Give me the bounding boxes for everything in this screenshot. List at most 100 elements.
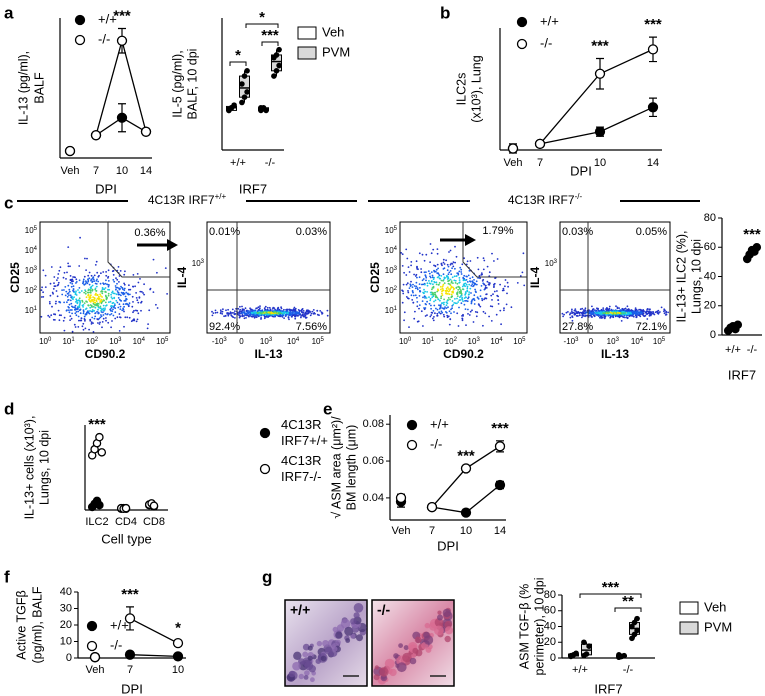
event-dot bbox=[648, 314, 651, 317]
event-dot bbox=[468, 293, 470, 295]
gate-percent: 27.8% bbox=[562, 321, 593, 333]
event-dot bbox=[132, 311, 134, 314]
event-dot bbox=[123, 325, 125, 328]
event-dot bbox=[429, 275, 431, 278]
data-point bbox=[494, 441, 506, 452]
event-dot bbox=[416, 296, 418, 299]
data-point bbox=[95, 432, 104, 442]
event-dot bbox=[447, 306, 449, 309]
event-dot bbox=[474, 311, 477, 313]
event-dot bbox=[102, 314, 105, 316]
event-dot bbox=[469, 287, 472, 290]
event-dot bbox=[465, 324, 467, 326]
event-dot bbox=[411, 290, 414, 292]
event-dot bbox=[414, 310, 416, 313]
series-line bbox=[129, 617, 179, 644]
event-dot bbox=[410, 294, 413, 297]
event-dot bbox=[91, 284, 94, 287]
event-dot bbox=[407, 297, 409, 300]
event-dot bbox=[90, 323, 93, 325]
event-dot bbox=[96, 304, 99, 307]
legend-swatch bbox=[297, 26, 317, 40]
event-dot bbox=[643, 315, 646, 318]
data-point bbox=[647, 102, 659, 113]
event-dot bbox=[445, 304, 448, 307]
event-dot bbox=[477, 298, 480, 300]
event-dot bbox=[111, 302, 114, 305]
event-dot bbox=[72, 280, 74, 282]
event-dot bbox=[82, 322, 85, 325]
histology-cell bbox=[302, 651, 309, 658]
event-dot bbox=[285, 313, 288, 316]
event-dot bbox=[127, 288, 130, 291]
event-dot bbox=[91, 281, 94, 283]
histology-cell bbox=[374, 665, 379, 670]
event-dot bbox=[463, 257, 465, 260]
event-dot bbox=[446, 269, 449, 272]
event-dot bbox=[227, 308, 230, 311]
legend-swatch bbox=[679, 601, 699, 615]
event-dot bbox=[68, 288, 71, 291]
event-dot bbox=[289, 314, 291, 317]
significance: *** bbox=[261, 27, 279, 44]
event-dot bbox=[77, 326, 80, 328]
y-tick-label: 40 bbox=[544, 620, 556, 632]
event-dot bbox=[164, 267, 167, 269]
event-dot bbox=[81, 301, 84, 303]
event-dot bbox=[436, 314, 439, 317]
event-dot bbox=[74, 326, 77, 328]
legend-box: 4C13R IRF7+/+ bbox=[281, 417, 328, 448]
event-dot bbox=[85, 281, 88, 284]
arrow-head bbox=[167, 239, 178, 251]
event-dot bbox=[84, 320, 86, 322]
event-dot bbox=[68, 290, 71, 293]
flow-tick-label: 104 bbox=[385, 245, 398, 255]
event-dot bbox=[61, 289, 63, 291]
event-dot bbox=[448, 310, 451, 313]
x-tick-label: 14 bbox=[647, 157, 659, 169]
event-dot bbox=[321, 313, 323, 315]
flow-x-label: CD90.2 bbox=[85, 347, 126, 361]
event-dot bbox=[117, 266, 120, 268]
event-dot bbox=[523, 284, 526, 287]
event-dot bbox=[100, 315, 103, 318]
event-dot bbox=[436, 308, 439, 311]
event-dot bbox=[254, 313, 257, 315]
event-dot bbox=[581, 307, 584, 310]
data-point bbox=[95, 500, 104, 510]
event-dot bbox=[82, 312, 85, 315]
flow-tick-label: 104 bbox=[631, 337, 644, 347]
event-dot bbox=[664, 314, 667, 316]
event-dot bbox=[114, 285, 117, 287]
data-point bbox=[460, 463, 472, 474]
x-tick-label: Veh bbox=[392, 525, 411, 537]
event-dot bbox=[410, 264, 412, 267]
event-dot bbox=[75, 290, 77, 293]
tick-base: 10 bbox=[490, 337, 499, 346]
event-dot bbox=[581, 314, 584, 317]
event-dot bbox=[582, 309, 585, 311]
event-dot bbox=[448, 293, 451, 296]
event-dot bbox=[278, 308, 281, 311]
event-dot bbox=[112, 292, 115, 295]
event-dot bbox=[665, 311, 667, 314]
event-dot bbox=[41, 286, 43, 289]
event-dot bbox=[441, 294, 444, 296]
event-dot bbox=[418, 252, 421, 255]
event-dot bbox=[99, 321, 101, 324]
event-dot bbox=[439, 299, 441, 302]
event-dot bbox=[99, 316, 102, 319]
event-dot bbox=[92, 322, 94, 324]
flow-tick-label: 104 bbox=[25, 245, 38, 255]
data-point bbox=[733, 320, 743, 330]
event-dot bbox=[419, 287, 421, 289]
x-tick-label: 14 bbox=[494, 525, 506, 537]
event-dot bbox=[448, 290, 451, 292]
event-dot bbox=[137, 312, 140, 315]
y-axis-label: Lungs, 10 dpi bbox=[689, 239, 703, 314]
y-tick-label: 40 bbox=[60, 586, 72, 598]
event-dot bbox=[102, 307, 105, 310]
event-dot bbox=[82, 310, 85, 313]
event-dot bbox=[71, 282, 74, 285]
event-dot bbox=[61, 293, 64, 296]
